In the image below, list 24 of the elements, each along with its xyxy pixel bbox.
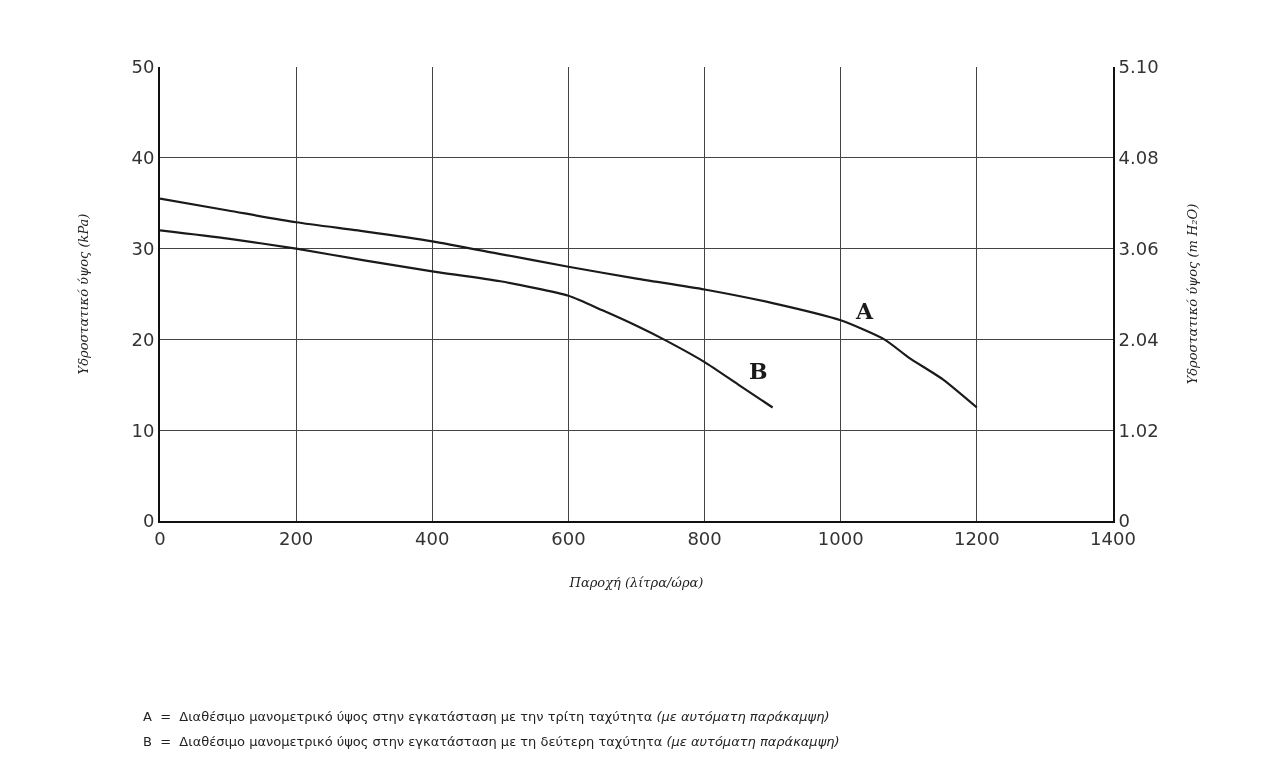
y-tick-label: 20	[131, 328, 155, 350]
series-label: A	[855, 298, 874, 324]
y2-tick-label: 1.02	[1118, 419, 1159, 441]
x-tick-label: 200	[278, 527, 314, 549]
y-tick-label: 0	[142, 510, 155, 532]
x-tick-label: 800	[687, 527, 722, 549]
text: B = Διαθέσιμο μανομετρικό ύψος στην εγκατάσταση με τη δεύτερη ταχύτητα (με αυτόματη παράκαμψη)	[143, 734, 840, 749]
x-tick-label: 400	[415, 527, 450, 549]
y2-axis-title: Υδροστατικό ύψος (m H₂O)	[1184, 203, 1200, 385]
y-axis-title: Υδροστατικό ύψος (kPa)	[75, 213, 91, 375]
text: A = Διαθέσιμο μανομετρικό ύψος στην εγκατάσταση με την τρίτη ταχύτητα (με αυτόματη παράκαμψη)	[143, 709, 830, 724]
y2-tick-label: 3.06	[1118, 237, 1159, 259]
y-tick-label: 40	[131, 147, 155, 169]
y2-tick-label: 4.08	[1118, 147, 1159, 169]
x-tick-label: 1200	[953, 527, 1000, 549]
y-tick-label: 50	[131, 56, 155, 78]
y2-tick-label: 2.04	[1118, 328, 1159, 350]
y-tick-label: 10	[131, 419, 155, 441]
y-tick-label: 30	[131, 237, 155, 259]
series-label: B	[749, 358, 768, 384]
x-axis-title: Παροχή (λίτρα/ώρα)	[568, 574, 704, 590]
y2-tick-label: 5.10	[1118, 56, 1159, 78]
x-tick-label: 1000	[817, 527, 864, 549]
x-tick-label: 600	[551, 527, 586, 549]
